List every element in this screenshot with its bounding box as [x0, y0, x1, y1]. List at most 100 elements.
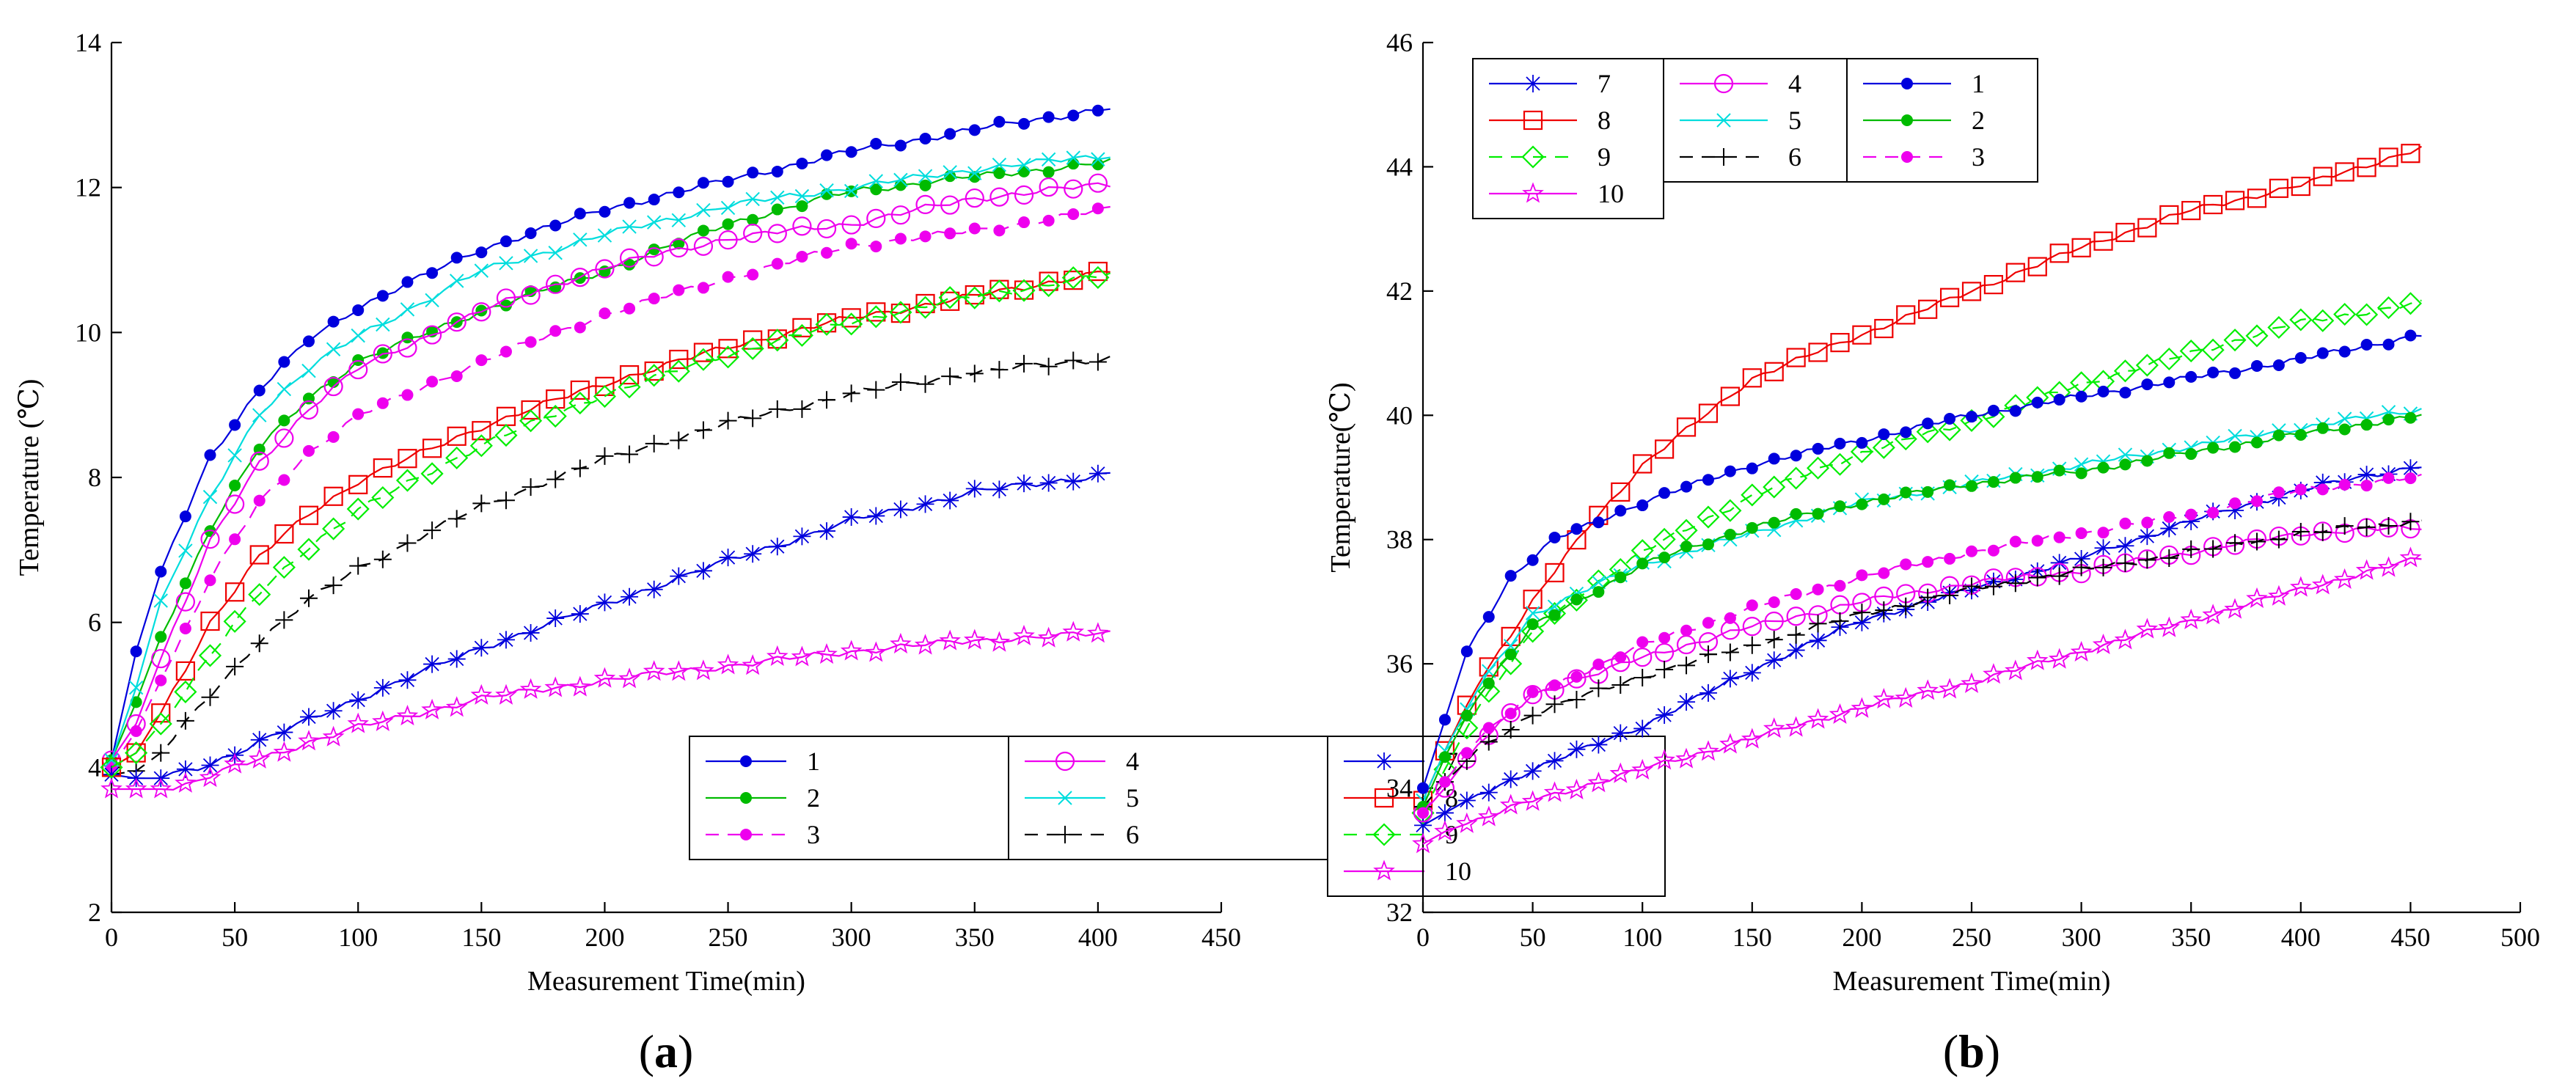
data-point — [673, 186, 685, 199]
data-point — [2160, 549, 2178, 568]
x-tick-label: 250 — [1952, 923, 1991, 952]
data-point — [1611, 482, 1631, 502]
data-point — [1741, 483, 1764, 507]
data-point — [2357, 158, 2376, 177]
data-point — [818, 391, 836, 409]
data-point — [1742, 617, 1762, 637]
data-point — [743, 224, 763, 243]
data-point — [716, 345, 740, 369]
data-point — [648, 194, 660, 206]
data-point — [692, 348, 715, 371]
legend-label: 2 — [1972, 106, 1985, 135]
data-point — [1015, 354, 1033, 373]
data-point — [1499, 794, 1522, 815]
data-point — [400, 302, 415, 317]
data-point — [2229, 441, 2242, 453]
data-point — [2113, 359, 2137, 383]
data-point — [1062, 620, 1085, 642]
data-point — [1545, 752, 1564, 770]
x-tick-label: 200 — [1842, 923, 1881, 952]
data-point — [867, 381, 885, 399]
data-point — [1589, 679, 1608, 697]
data-point — [571, 459, 589, 477]
data-point — [2050, 554, 2068, 572]
data-point — [1790, 450, 1802, 462]
y-tick-label: 14 — [75, 28, 101, 57]
data-point — [1460, 709, 1473, 722]
data-point — [891, 373, 910, 392]
data-point — [1087, 622, 1109, 643]
data-point — [1787, 626, 1805, 644]
data-point — [546, 274, 566, 294]
data-point — [225, 582, 245, 602]
data-point — [1939, 678, 1961, 699]
data-point — [717, 653, 739, 675]
data-point — [593, 667, 616, 688]
data-point — [1633, 454, 1653, 474]
data-point — [1412, 832, 1434, 854]
data-point — [1545, 695, 1564, 714]
data-point — [965, 480, 984, 498]
data-point — [1677, 656, 1696, 675]
data-point — [2316, 347, 2329, 359]
data-point — [224, 752, 246, 774]
data-point — [302, 335, 315, 348]
data-point — [796, 157, 808, 169]
x-tick-label: 300 — [2062, 923, 2101, 952]
data-point — [1592, 516, 1605, 529]
data-point — [2163, 447, 2176, 459]
data-point — [919, 132, 932, 144]
data-point — [298, 730, 320, 751]
data-point — [2355, 559, 2378, 580]
series-10 — [1412, 546, 2422, 854]
data-point — [2093, 231, 2113, 251]
data-point — [1768, 452, 1780, 465]
data-point — [373, 458, 392, 478]
data-point — [1548, 609, 1561, 621]
series-6 — [1414, 513, 2422, 816]
data-point — [1895, 686, 1917, 708]
data-point — [1831, 612, 1849, 630]
data-point — [643, 660, 665, 681]
data-point — [673, 238, 685, 250]
legend-marker — [1523, 110, 1543, 131]
data-point — [744, 545, 762, 563]
data-point — [1479, 783, 1498, 802]
data-point — [278, 414, 290, 427]
data-point — [2404, 411, 2417, 424]
data-point — [1591, 575, 1606, 590]
data-point — [2338, 345, 2351, 358]
data-point — [273, 741, 296, 762]
data-point — [1066, 150, 1080, 165]
data-point — [2006, 574, 2024, 593]
series-2 — [1417, 411, 2422, 813]
data-point — [1834, 437, 1846, 450]
data-point — [766, 329, 789, 352]
x-tick-label: 350 — [955, 923, 995, 952]
data-point — [816, 219, 837, 239]
data-point — [1983, 663, 2005, 684]
data-point — [2207, 441, 2220, 454]
legend-marker — [740, 829, 752, 840]
data-point — [202, 489, 218, 505]
data-point — [178, 543, 193, 558]
data-point — [968, 171, 981, 183]
data-point — [497, 631, 515, 649]
data-point — [595, 259, 615, 279]
data-point — [2316, 422, 2329, 434]
data-point — [792, 216, 812, 236]
data-point — [599, 205, 611, 218]
data-point — [398, 671, 417, 689]
data-point — [348, 359, 368, 380]
data-point — [1525, 606, 1540, 620]
data-point — [1961, 282, 1982, 301]
data-point — [889, 301, 912, 324]
data-point — [1037, 274, 1061, 298]
data-point — [1919, 588, 1937, 607]
data-point — [2360, 338, 2373, 351]
data-point — [2005, 659, 2027, 681]
chart-panel-b: 0 50 100 150 200 250 300 350 400 450 5003234363840… — [1325, 28, 2540, 1077]
data-point — [1434, 820, 1456, 841]
data-point — [694, 562, 712, 580]
data-point — [1012, 279, 1036, 302]
